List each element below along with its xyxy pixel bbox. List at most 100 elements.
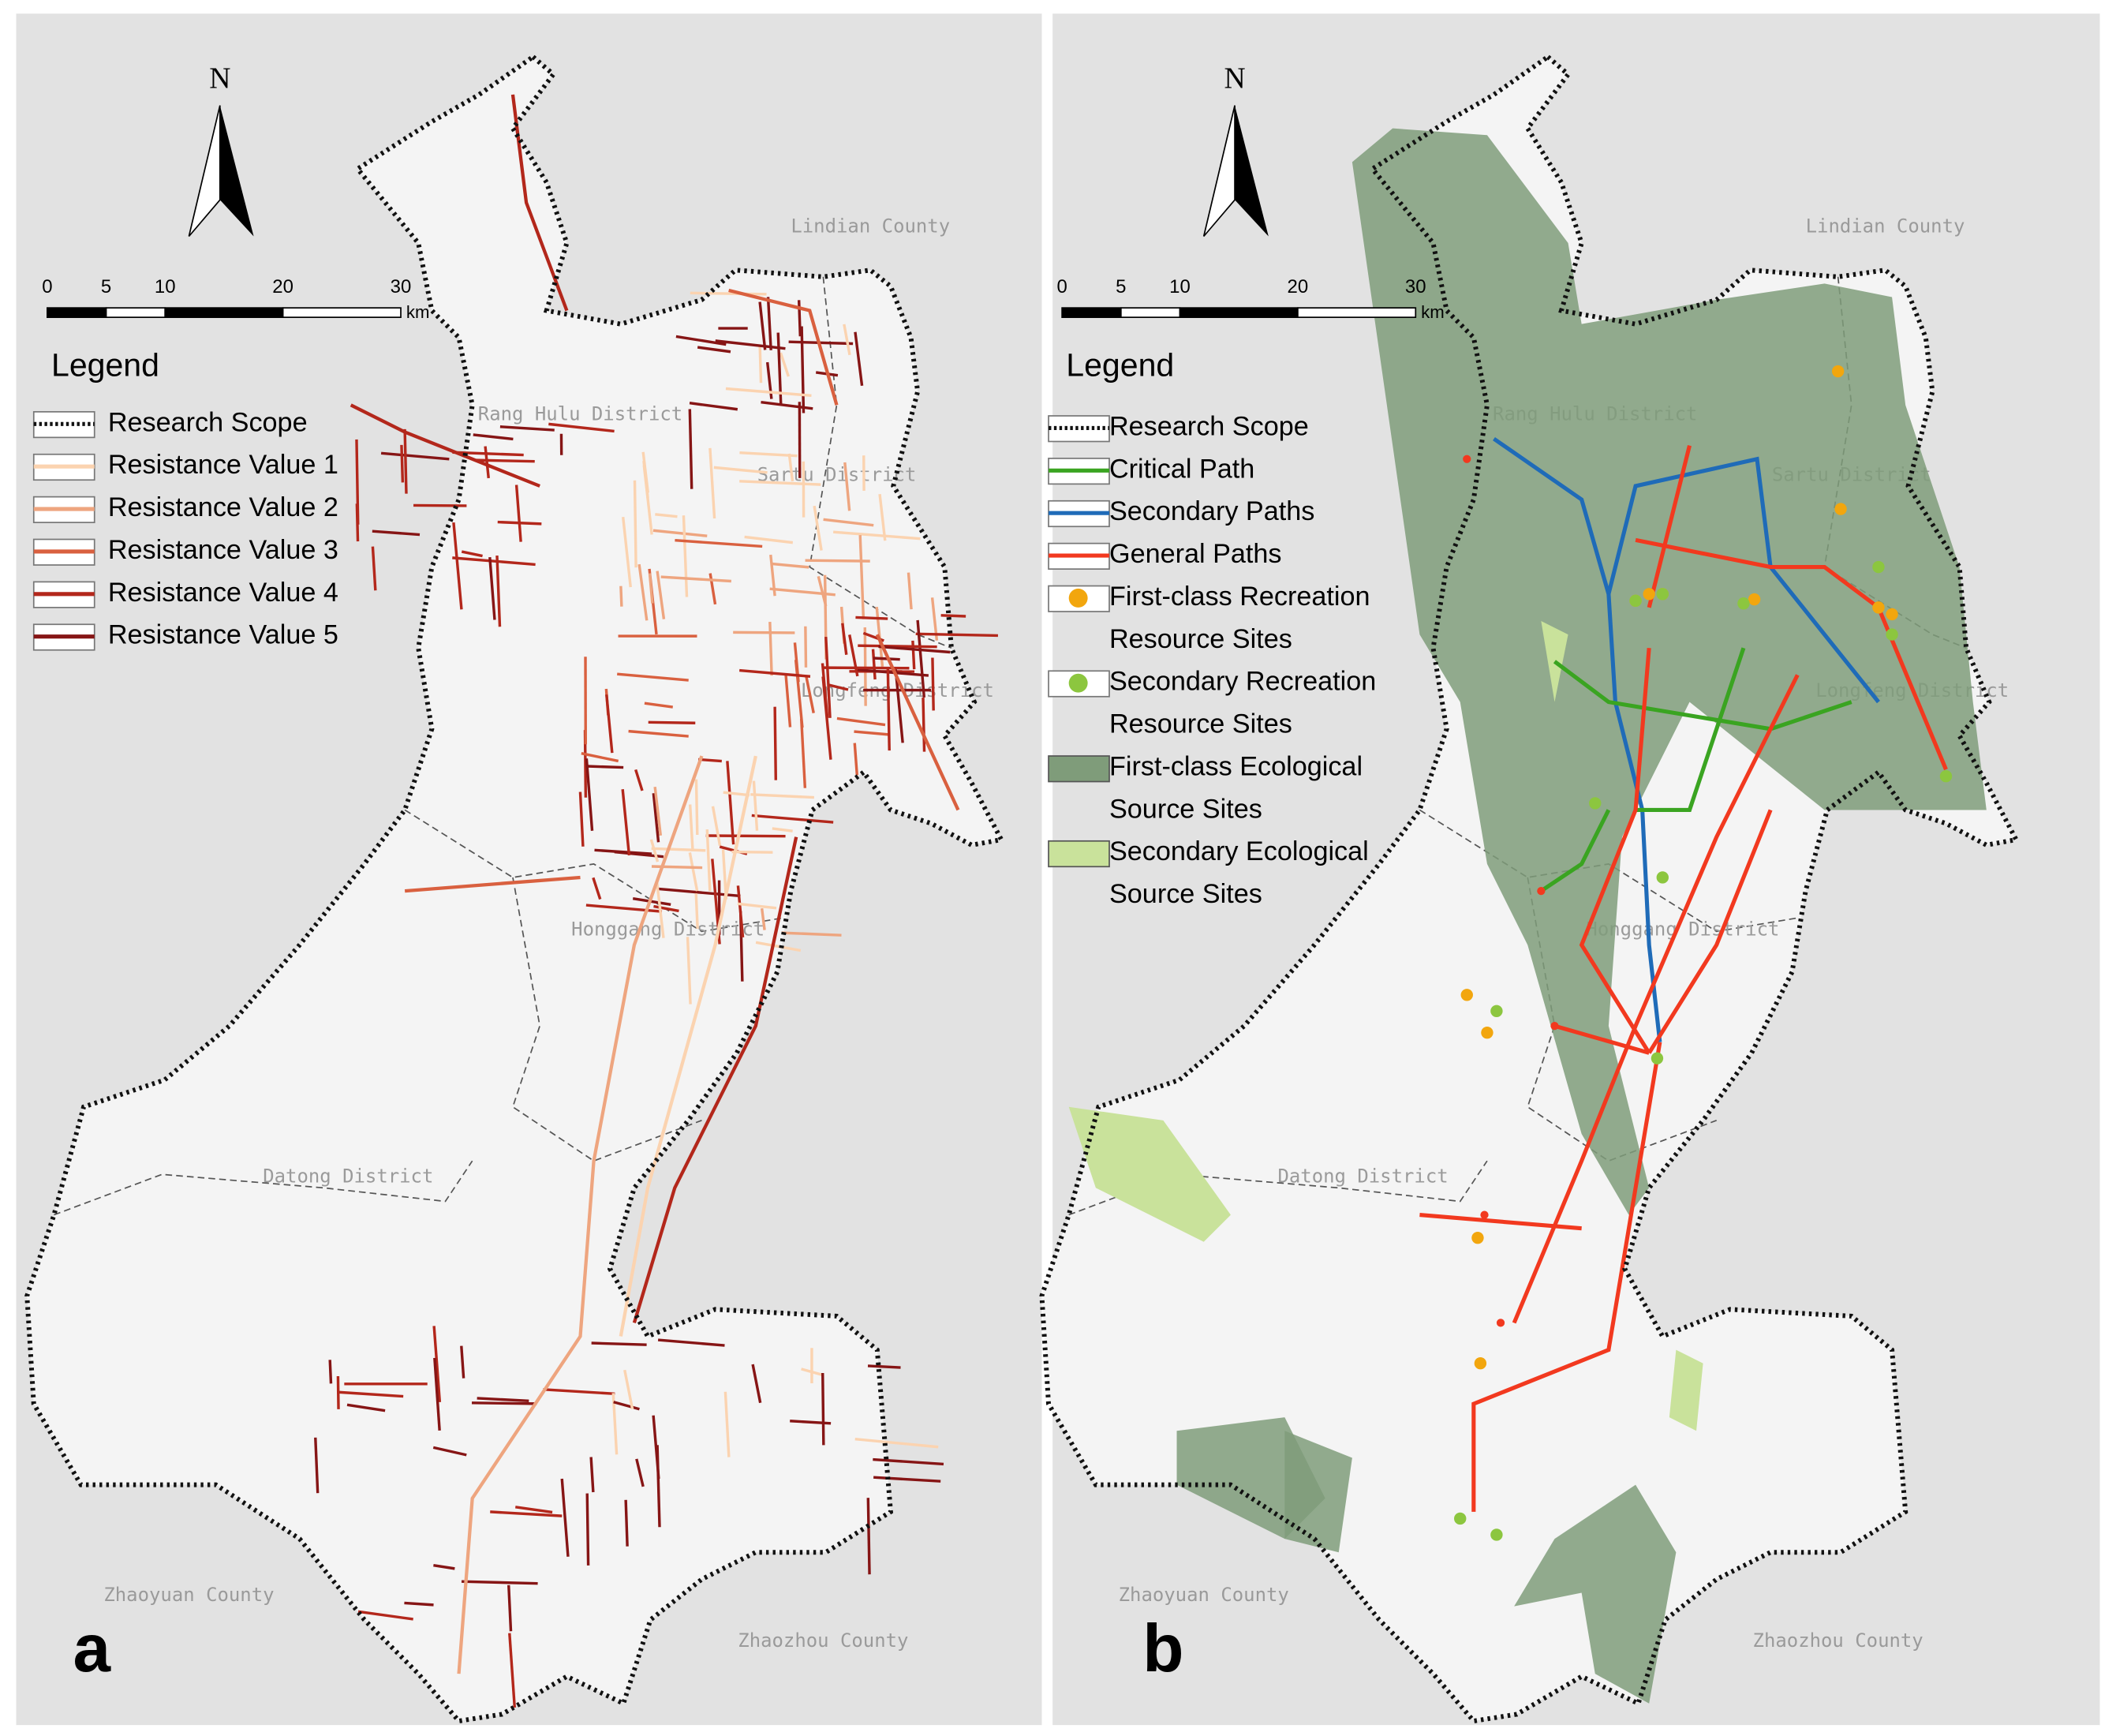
- scale-segment: [1120, 307, 1181, 318]
- road-corridor: [404, 875, 581, 893]
- ecological-source: [1284, 1431, 1352, 1553]
- road: [644, 702, 673, 709]
- legend-label: Resistance Value 2: [108, 492, 338, 522]
- road: [495, 556, 502, 627]
- road-corridor: [510, 94, 569, 312]
- road: [873, 1457, 944, 1466]
- road: [621, 789, 631, 856]
- road: [592, 877, 602, 900]
- recreation-site: [1474, 1357, 1487, 1370]
- road: [380, 451, 450, 461]
- road-corridor: [457, 755, 704, 1674]
- road: [461, 550, 483, 558]
- scale-unit: km: [406, 302, 430, 322]
- road: [433, 1563, 455, 1570]
- road: [761, 400, 813, 410]
- road-corridor: [619, 755, 757, 1337]
- legend-label: First-class Ecological: [1109, 751, 1363, 781]
- road: [867, 1364, 901, 1369]
- road: [737, 902, 777, 910]
- path-end: [1537, 886, 1546, 896]
- road: [634, 769, 644, 791]
- road: [507, 1584, 513, 1632]
- scale-label: 5: [1116, 276, 1126, 297]
- road: [788, 340, 854, 346]
- panel-label: a: [73, 1611, 112, 1686]
- recreation-path: [1647, 809, 1773, 1054]
- recreation-site: [1643, 588, 1655, 600]
- scale-label: 20: [272, 276, 293, 297]
- place-label: Honggang District: [1586, 919, 1779, 941]
- scale-segment: [105, 307, 166, 318]
- road: [452, 522, 463, 610]
- road: [688, 804, 694, 851]
- road: [660, 575, 731, 583]
- road: [403, 428, 408, 494]
- district-boundary: [54, 1160, 473, 1216]
- road-corridor: [875, 634, 960, 811]
- road: [655, 513, 678, 518]
- road: [772, 827, 793, 832]
- road: [751, 814, 834, 824]
- road: [784, 673, 792, 728]
- road: [648, 720, 696, 724]
- road: [686, 937, 692, 1005]
- road: [871, 649, 877, 680]
- scale-segment: [282, 307, 402, 318]
- road: [805, 559, 870, 563]
- scale-segment: [1061, 307, 1122, 318]
- road-corridor: [632, 836, 798, 1324]
- road: [758, 301, 767, 350]
- legend-swatch: [1048, 755, 1110, 783]
- ecological-source: [1351, 128, 1987, 1215]
- road: [697, 346, 731, 354]
- recreation-path: [1471, 1042, 1662, 1512]
- recreation-site: [1872, 560, 1885, 574]
- legend-label: Critical Path: [1109, 454, 1254, 484]
- road: [779, 352, 791, 377]
- recreation-site: [1651, 1052, 1664, 1064]
- road: [543, 1388, 615, 1396]
- legend-label: Source Sites: [1109, 794, 1262, 824]
- road: [651, 847, 706, 852]
- road: [675, 335, 727, 346]
- scale-label: 30: [1405, 276, 1426, 297]
- road: [733, 630, 795, 634]
- road: [657, 1338, 725, 1347]
- road: [726, 761, 735, 845]
- road: [652, 529, 708, 537]
- road: [499, 425, 555, 432]
- road: [682, 515, 689, 597]
- road: [605, 694, 614, 754]
- panel-label: b: [1142, 1611, 1183, 1686]
- road: [628, 729, 689, 738]
- road: [713, 466, 768, 474]
- road: [790, 1420, 832, 1425]
- road: [635, 1458, 645, 1487]
- road: [648, 573, 654, 604]
- legend-swatch: [1068, 673, 1088, 693]
- recreation-site: [1656, 871, 1669, 884]
- road: [328, 1360, 333, 1384]
- road: [723, 1391, 731, 1457]
- road: [855, 615, 888, 620]
- road: [907, 572, 913, 610]
- path-end: [1550, 1021, 1559, 1031]
- recreation-site: [1834, 503, 1847, 515]
- road: [708, 447, 716, 519]
- road: [484, 446, 490, 479]
- legend-label: Source Sites: [1109, 879, 1262, 909]
- road: [653, 904, 679, 913]
- road: [694, 893, 699, 930]
- recreation-site: [1939, 769, 1953, 783]
- road: [452, 451, 524, 457]
- road: [858, 535, 865, 619]
- road: [633, 480, 637, 568]
- road: [371, 546, 377, 591]
- road: [836, 716, 886, 727]
- road: [878, 645, 951, 654]
- scale-segment: [1297, 307, 1417, 318]
- recreation-site: [1656, 588, 1669, 600]
- legend-title: Legend: [51, 346, 159, 383]
